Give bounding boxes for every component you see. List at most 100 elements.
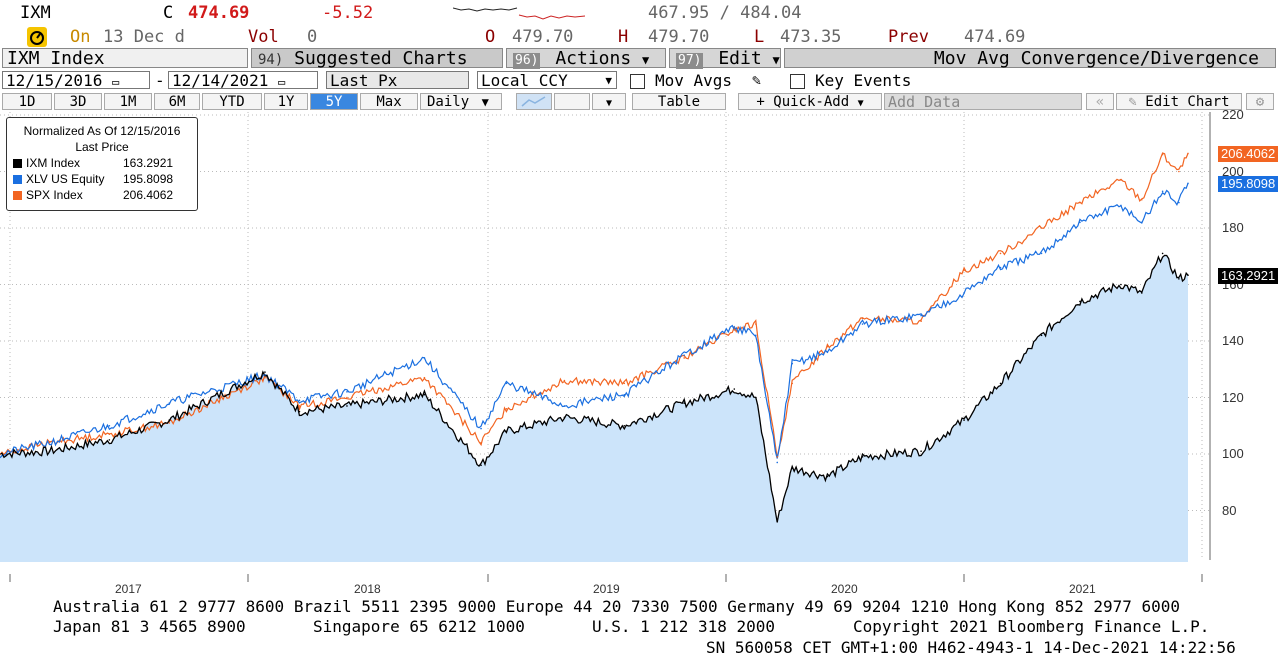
legend-name: SPX Index (26, 188, 83, 202)
period-5y[interactable]: 5Y (310, 93, 358, 110)
data-point (920, 320, 922, 323)
data-point (1161, 252, 1164, 255)
legend-swatch (13, 191, 22, 201)
calendar-icon[interactable]: ▭ (111, 75, 120, 89)
footer-contacts: Australia 61 2 9777 8600 Brazil 5511 239… (53, 597, 1181, 616)
security-name: IXM Index (7, 48, 105, 69)
data-point (505, 408, 508, 410)
volume-value: 0 (307, 27, 318, 47)
chevron-down-icon[interactable]: ▼ (592, 93, 626, 110)
data-point (480, 441, 482, 444)
quick-add-button[interactable]: + Quick-Add ▼ (738, 93, 882, 110)
volume-label: Vol (248, 27, 279, 47)
chevron-down-icon: ▼ (642, 53, 650, 67)
chart-type-dropdown[interactable] (554, 93, 590, 110)
x-tick-label: 2020 (831, 582, 858, 596)
add-data-input[interactable]: Add Data (884, 93, 1082, 111)
line-chart-icon[interactable] (516, 93, 552, 110)
data-point (0, 453, 1, 455)
data-point (776, 461, 779, 464)
data-point (423, 376, 426, 379)
data-point (733, 326, 736, 328)
x-tick-label: 2021 (1069, 582, 1096, 596)
period-3d[interactable]: 3D (54, 93, 102, 110)
key-events-checkbox[interactable] (790, 74, 805, 89)
low-value: 473.35 (780, 27, 842, 47)
data-point (108, 424, 111, 427)
period-1d[interactable]: 1D (2, 93, 52, 110)
data-point (861, 317, 864, 320)
table-button[interactable]: Table (632, 93, 726, 110)
chevron-down-icon: ▼ (605, 74, 612, 87)
gear-icon[interactable]: ⚙ (1246, 93, 1274, 110)
security-field[interactable]: IXM Index (2, 48, 248, 69)
field-selector[interactable]: Last Px (326, 71, 469, 90)
actions-label: Actions (555, 48, 632, 69)
y-tick-label: 120 (1222, 389, 1244, 405)
calendar-icon[interactable]: ▭ (277, 75, 286, 89)
data-point (1120, 204, 1122, 207)
start-date-field[interactable]: 12/15/2016 ▭ (2, 71, 150, 90)
data-point (264, 371, 266, 373)
period-6m[interactable]: 6M (154, 93, 200, 110)
period-max[interactable]: Max (360, 93, 418, 110)
data-point (920, 450, 922, 452)
data-point (298, 410, 301, 413)
legend-value: 206.4062 (123, 188, 174, 202)
edit-menu[interactable]: 97) Edit ▼ (669, 48, 781, 69)
period-ytd[interactable]: YTD (202, 93, 262, 110)
legend-value: 163.2921 (123, 156, 174, 170)
pencil-icon[interactable]: ✎ (752, 71, 762, 89)
edit-chart-button[interactable]: ✎ Edit Chart (1116, 93, 1242, 110)
period-1m[interactable]: 1M (104, 93, 152, 110)
gauge-icon[interactable] (27, 27, 47, 47)
legend-title: Normalized As Of 12/15/2016 (23, 124, 181, 138)
data-point (1187, 274, 1189, 277)
suggested-label: Suggested Charts (294, 48, 468, 69)
data-point (264, 376, 266, 379)
study-label: Mov Avg Convergence/Divergence (933, 48, 1259, 69)
currency-selector[interactable]: Local CCY ▼ (477, 71, 617, 90)
x-tick-label: 2018 (354, 582, 381, 596)
series-line-spx (0, 152, 1189, 459)
period-1y[interactable]: 1Y (264, 93, 308, 110)
data-point (623, 393, 626, 396)
date-separator: - (155, 71, 165, 90)
actions-menu[interactable]: 96) Actions ▼ (506, 48, 666, 69)
ixm-last-label: 163.2921 (1218, 268, 1278, 284)
price-chart[interactable] (0, 112, 1278, 582)
prev-value: 474.69 (964, 27, 1026, 47)
mov-avgs-checkbox[interactable] (630, 74, 645, 89)
data-point (791, 467, 794, 469)
edit-number: 97) (676, 53, 704, 69)
data-point (108, 433, 111, 436)
data-point (999, 266, 1002, 269)
frequency-selector[interactable]: Daily ▼ (420, 93, 502, 110)
study-title[interactable]: Mov Avg Convergence/Divergence (784, 48, 1276, 69)
ixm-area (0, 255, 1188, 562)
data-point (1187, 152, 1189, 155)
data-point (1178, 201, 1180, 204)
data-point (480, 464, 482, 467)
edit-label: Edit (718, 48, 762, 69)
suggested-charts-button[interactable]: 94) Suggested Charts (251, 48, 503, 69)
data-point (623, 382, 626, 385)
chart-legend[interactable]: Normalized As Of 12/15/2016 Last Price I… (6, 117, 198, 211)
footer-copyright: Copyright 2021 Bloomberg Finance L.P. (853, 617, 1210, 636)
data-point (733, 388, 736, 390)
x-tick-label: 2017 (115, 582, 142, 596)
legend-subtitle: Last Price (75, 140, 129, 154)
data-point (1161, 153, 1164, 156)
chart-grid (0, 112, 1211, 582)
edit-chart-label: Edit Chart (1145, 94, 1230, 110)
legend-name: IXM Index (26, 156, 81, 170)
data-point (861, 323, 864, 325)
end-date-field[interactable]: 12/14/2021 ▭ (168, 71, 318, 90)
key-events-label: Key Events (815, 71, 912, 90)
close-label: C (163, 3, 174, 23)
data-point (298, 399, 301, 402)
data-point (1140, 198, 1143, 201)
ixm-area-fill (0, 255, 1188, 562)
data-point (754, 334, 757, 337)
rewind-icon[interactable]: « (1086, 93, 1114, 110)
